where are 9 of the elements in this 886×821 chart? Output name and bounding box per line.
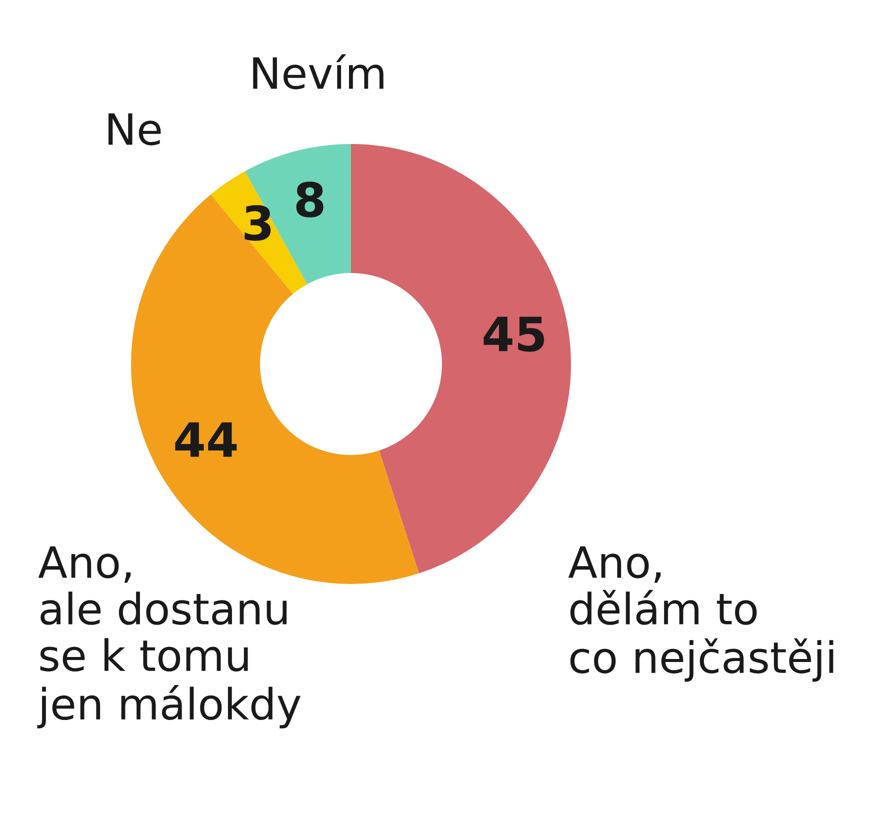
data-label: 45 <box>484 316 544 352</box>
data-label: 44 <box>175 422 237 457</box>
data-label: 3 <box>244 205 271 241</box>
donut-slice <box>245 144 351 284</box>
slice-label: Ano, ale dostanu se k tomu jen málokdy <box>37 546 301 728</box>
slice-label: Ne <box>108 113 161 146</box>
slice-label: Nevím <box>253 54 384 90</box>
data-label: 8 <box>296 182 324 218</box>
slice-label: Ano, dělám to co nejčastěji <box>568 546 834 682</box>
